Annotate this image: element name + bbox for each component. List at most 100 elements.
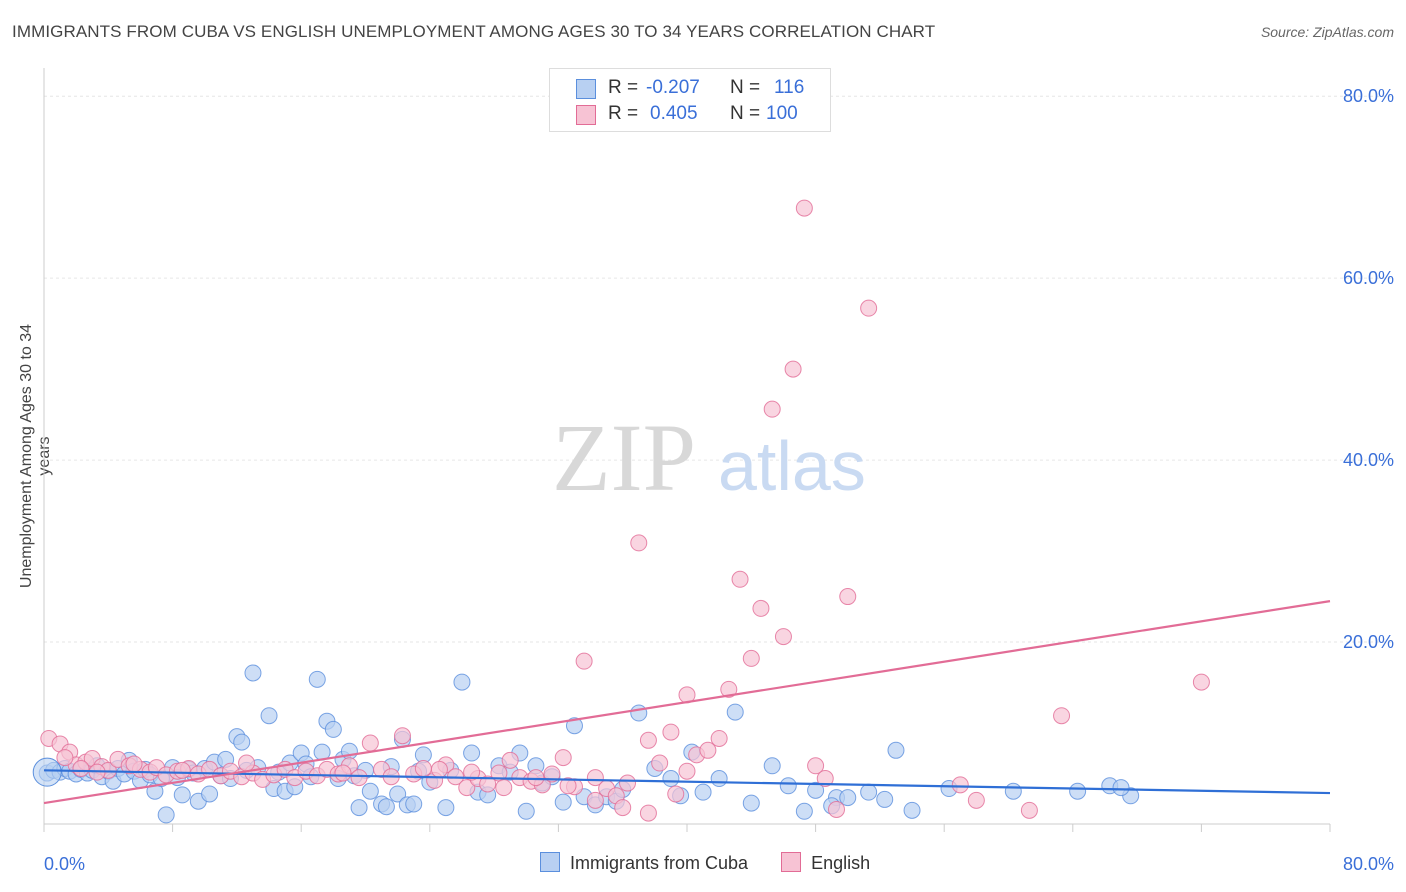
point-cuba-72: [453, 673, 471, 691]
point-cuba-100: [795, 802, 813, 820]
y-tick-label-2: 40.0%: [1343, 450, 1394, 470]
point-cuba-63: [389, 785, 407, 803]
point-cuba-89: [630, 704, 648, 722]
point-cuba-107: [903, 801, 921, 819]
y-tick-label-0: 80.0%: [1343, 86, 1394, 106]
point-cuba-91: [662, 770, 680, 788]
point-cuba-101: [807, 781, 825, 799]
legend-row-cuba: R = -0.207 N = 116: [550, 75, 830, 101]
point-english-72: [795, 199, 813, 217]
point-cuba-25: [173, 786, 191, 804]
point-cuba-113: [1112, 779, 1130, 797]
point-english-82: [1192, 673, 1210, 691]
point-english-83: [586, 791, 604, 809]
point-english-41: [458, 779, 476, 797]
point-english-52: [575, 652, 593, 670]
point-english-99: [667, 785, 685, 803]
point-cuba-99: [779, 777, 797, 795]
axes: [43, 68, 1331, 832]
point-english-78: [951, 776, 969, 794]
point-english-76: [839, 588, 857, 606]
point-english-81: [1053, 707, 1071, 725]
point-cuba-36: [233, 733, 251, 751]
legend-r-label: R =: [608, 103, 639, 124]
legend-n-value: 100: [766, 103, 798, 124]
point-english-74: [816, 770, 834, 788]
point-english-90: [334, 764, 352, 782]
legend-swatch-english: [576, 105, 596, 125]
point-english-43: [479, 775, 497, 793]
point-english-35: [393, 727, 411, 745]
series-legend: Immigrants from Cuba English: [540, 852, 898, 874]
point-cuba-73: [463, 744, 481, 762]
series-swatch-cuba: [540, 852, 560, 872]
point-english-92: [173, 761, 191, 779]
point-cuba-110: [1069, 782, 1087, 800]
point-cuba-59: [361, 782, 379, 800]
point-english-31: [350, 769, 368, 787]
point-cuba-97: [742, 794, 760, 812]
legend-n-label: N =: [730, 103, 761, 124]
point-english-95: [56, 749, 74, 767]
point-english-86: [678, 762, 696, 780]
tick-labels: 80.0% 60.0% 40.0% 20.0% 0.0% 80.0%: [44, 86, 1394, 874]
point-english-45: [501, 751, 519, 769]
point-cuba-98: [763, 757, 781, 775]
point-english-63: [699, 741, 717, 759]
trend-line-english: [43, 600, 1331, 805]
chart-title: IMMIGRANTS FROM CUBA VS ENGLISH UNEMPLOY…: [12, 22, 936, 41]
point-english-59: [651, 754, 669, 772]
point-english-96: [72, 760, 90, 778]
point-english-89: [430, 760, 448, 778]
point-cuba-40: [260, 707, 278, 725]
point-cuba-30: [201, 785, 219, 803]
point-cuba-94: [694, 783, 712, 801]
point-english-85: [639, 804, 657, 822]
watermark-atlas: atlas: [718, 427, 866, 505]
point-english-53: [586, 769, 604, 787]
y-tick-label-1: 60.0%: [1343, 268, 1394, 288]
point-english-50: [554, 749, 572, 767]
point-english-97: [463, 763, 481, 781]
watermark-zip: ZIP: [552, 404, 696, 511]
legend-swatch-cuba: [576, 79, 596, 99]
point-cuba-96: [726, 703, 744, 721]
point-english-68: [752, 599, 770, 617]
series-legend-cuba[interactable]: Immigrants from Cuba: [540, 852, 748, 874]
point-cuba-57: [350, 799, 368, 817]
point-cuba-84: [565, 717, 583, 735]
point-cuba-cluster: [32, 757, 62, 787]
legend-row-english: R = 0.405 N = 100: [550, 101, 830, 127]
point-english-49: [543, 765, 561, 783]
point-english-98: [559, 777, 577, 795]
point-english-73: [807, 757, 825, 775]
x-tick-label-0: 0.0%: [44, 854, 85, 874]
point-cuba-66: [405, 795, 423, 813]
legend-n-value: 116: [774, 77, 805, 98]
point-english-58: [639, 731, 657, 749]
point-cuba-109: [1004, 782, 1022, 800]
series-swatch-english: [781, 852, 802, 872]
point-english-93: [125, 755, 143, 773]
point-english-67: [742, 649, 760, 667]
point-cuba-103: [839, 789, 857, 807]
point-english-79: [967, 791, 985, 809]
series-legend-english[interactable]: English: [781, 852, 870, 874]
series-label-cuba: Immigrants from Cuba: [570, 853, 749, 873]
point-english-91: [238, 754, 256, 772]
data-points: [32, 199, 1210, 824]
point-cuba-38: [244, 664, 262, 682]
point-english-57: [630, 534, 648, 552]
trend-line-cuba: [43, 769, 1331, 795]
source-credit: Source: ZipAtlas.com: [1260, 24, 1394, 40]
point-cuba-61: [377, 798, 395, 816]
point-cuba-105: [876, 790, 894, 808]
legend-n-label: N =: [730, 77, 761, 98]
point-english-71: [784, 360, 802, 378]
legend-r-value: 0.405: [650, 103, 698, 124]
y-tick-label-3: 20.0%: [1343, 632, 1394, 652]
point-english-77: [860, 299, 878, 317]
legend-r-value: -0.207: [646, 77, 700, 98]
trend-lines: [43, 600, 1331, 805]
